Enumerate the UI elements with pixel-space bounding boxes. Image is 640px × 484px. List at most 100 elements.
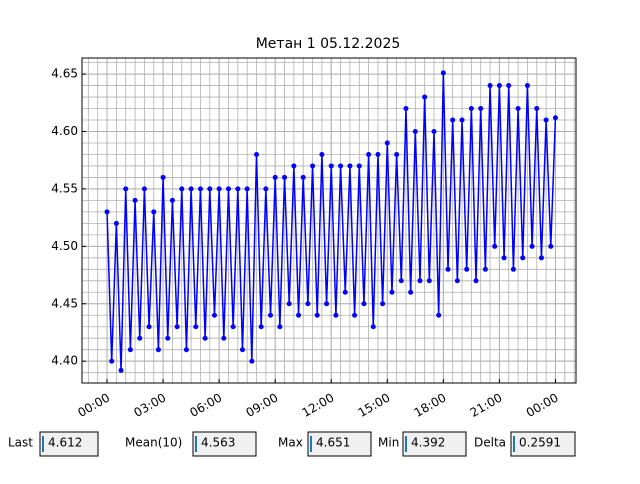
data-point bbox=[277, 324, 283, 330]
data-point bbox=[230, 324, 236, 330]
stat-textbox[interactable] bbox=[402, 431, 467, 457]
chart-title: Метан 1 05.12.2025 bbox=[256, 36, 401, 52]
data-point bbox=[426, 278, 432, 284]
data-point bbox=[543, 117, 549, 123]
data-point bbox=[412, 128, 418, 134]
data-point bbox=[352, 312, 358, 318]
data-point bbox=[468, 106, 474, 112]
data-point bbox=[188, 186, 194, 192]
data-point bbox=[524, 83, 530, 89]
stat-value: 4.651 bbox=[316, 436, 350, 450]
data-point bbox=[534, 106, 540, 112]
data-point bbox=[347, 163, 353, 169]
data-point bbox=[482, 266, 488, 272]
data-point bbox=[375, 151, 381, 157]
data-point bbox=[286, 301, 292, 307]
data-point bbox=[202, 335, 208, 341]
data-point bbox=[380, 301, 386, 307]
data-point bbox=[501, 255, 507, 261]
data-point bbox=[113, 220, 119, 226]
data-point bbox=[254, 151, 260, 157]
data-point bbox=[300, 174, 306, 180]
data-point bbox=[389, 289, 395, 295]
data-point bbox=[183, 347, 189, 353]
data-point bbox=[179, 186, 185, 192]
data-point bbox=[282, 174, 288, 180]
data-point bbox=[394, 151, 400, 157]
data-point bbox=[431, 128, 437, 134]
y-tick-label: 4.45 bbox=[51, 296, 78, 310]
data-point bbox=[338, 163, 344, 169]
data-point bbox=[160, 174, 166, 180]
data-point bbox=[417, 278, 423, 284]
data-point bbox=[123, 186, 129, 192]
data-point bbox=[459, 117, 465, 123]
stat-value: 0.2591 bbox=[519, 436, 561, 450]
data-point bbox=[487, 83, 493, 89]
stat-textbox[interactable] bbox=[192, 431, 257, 457]
data-point bbox=[422, 94, 428, 100]
data-point bbox=[127, 347, 133, 353]
data-point bbox=[356, 163, 362, 169]
data-point bbox=[319, 151, 325, 157]
data-point bbox=[333, 312, 339, 318]
data-point bbox=[324, 301, 330, 307]
data-point bbox=[464, 266, 470, 272]
data-point bbox=[296, 312, 302, 318]
data-point bbox=[291, 163, 297, 169]
y-tick-label: 4.40 bbox=[51, 354, 78, 368]
data-point bbox=[132, 197, 138, 203]
data-point bbox=[268, 312, 274, 318]
data-point bbox=[151, 209, 157, 215]
data-point bbox=[506, 83, 512, 89]
data-point bbox=[548, 243, 554, 249]
stat-value: 4.392 bbox=[411, 436, 445, 450]
data-point bbox=[515, 106, 521, 112]
data-point bbox=[478, 106, 484, 112]
stat-textbox[interactable] bbox=[39, 431, 99, 457]
data-point bbox=[239, 347, 245, 353]
stat-label: Last bbox=[8, 436, 33, 450]
data-point bbox=[225, 186, 231, 192]
data-point bbox=[445, 266, 451, 272]
data-point bbox=[146, 324, 152, 330]
stat-label: Max bbox=[278, 436, 303, 450]
data-point bbox=[510, 266, 516, 272]
stat-label: Mean(10) bbox=[125, 436, 182, 450]
data-point bbox=[366, 151, 372, 157]
data-point bbox=[235, 186, 241, 192]
data-point bbox=[342, 289, 348, 295]
stat-textbox[interactable] bbox=[307, 431, 372, 457]
stat-textbox[interactable] bbox=[510, 431, 576, 457]
data-point bbox=[361, 301, 367, 307]
data-point bbox=[216, 186, 222, 192]
data-point bbox=[109, 358, 115, 364]
data-point bbox=[305, 301, 311, 307]
data-point bbox=[193, 324, 199, 330]
data-point bbox=[249, 358, 255, 364]
data-point bbox=[496, 83, 502, 89]
data-point bbox=[529, 243, 535, 249]
data-point bbox=[141, 186, 147, 192]
y-tick-label: 4.65 bbox=[51, 67, 78, 81]
data-point bbox=[398, 278, 404, 284]
data-point bbox=[310, 163, 316, 169]
data-point bbox=[403, 106, 409, 112]
data-point bbox=[174, 324, 180, 330]
data-point bbox=[137, 335, 143, 341]
stat-label: Delta bbox=[474, 436, 506, 450]
data-point bbox=[244, 186, 250, 192]
data-point bbox=[197, 186, 203, 192]
data-point bbox=[314, 312, 320, 318]
data-point bbox=[408, 289, 414, 295]
y-tick-label: 4.60 bbox=[51, 124, 78, 138]
data-point bbox=[165, 335, 171, 341]
stat-value: 4.612 bbox=[48, 436, 82, 450]
data-point bbox=[538, 255, 544, 261]
data-point bbox=[436, 312, 442, 318]
data-point bbox=[118, 367, 124, 373]
data-point bbox=[492, 243, 498, 249]
data-point bbox=[258, 324, 264, 330]
data-point bbox=[207, 186, 213, 192]
